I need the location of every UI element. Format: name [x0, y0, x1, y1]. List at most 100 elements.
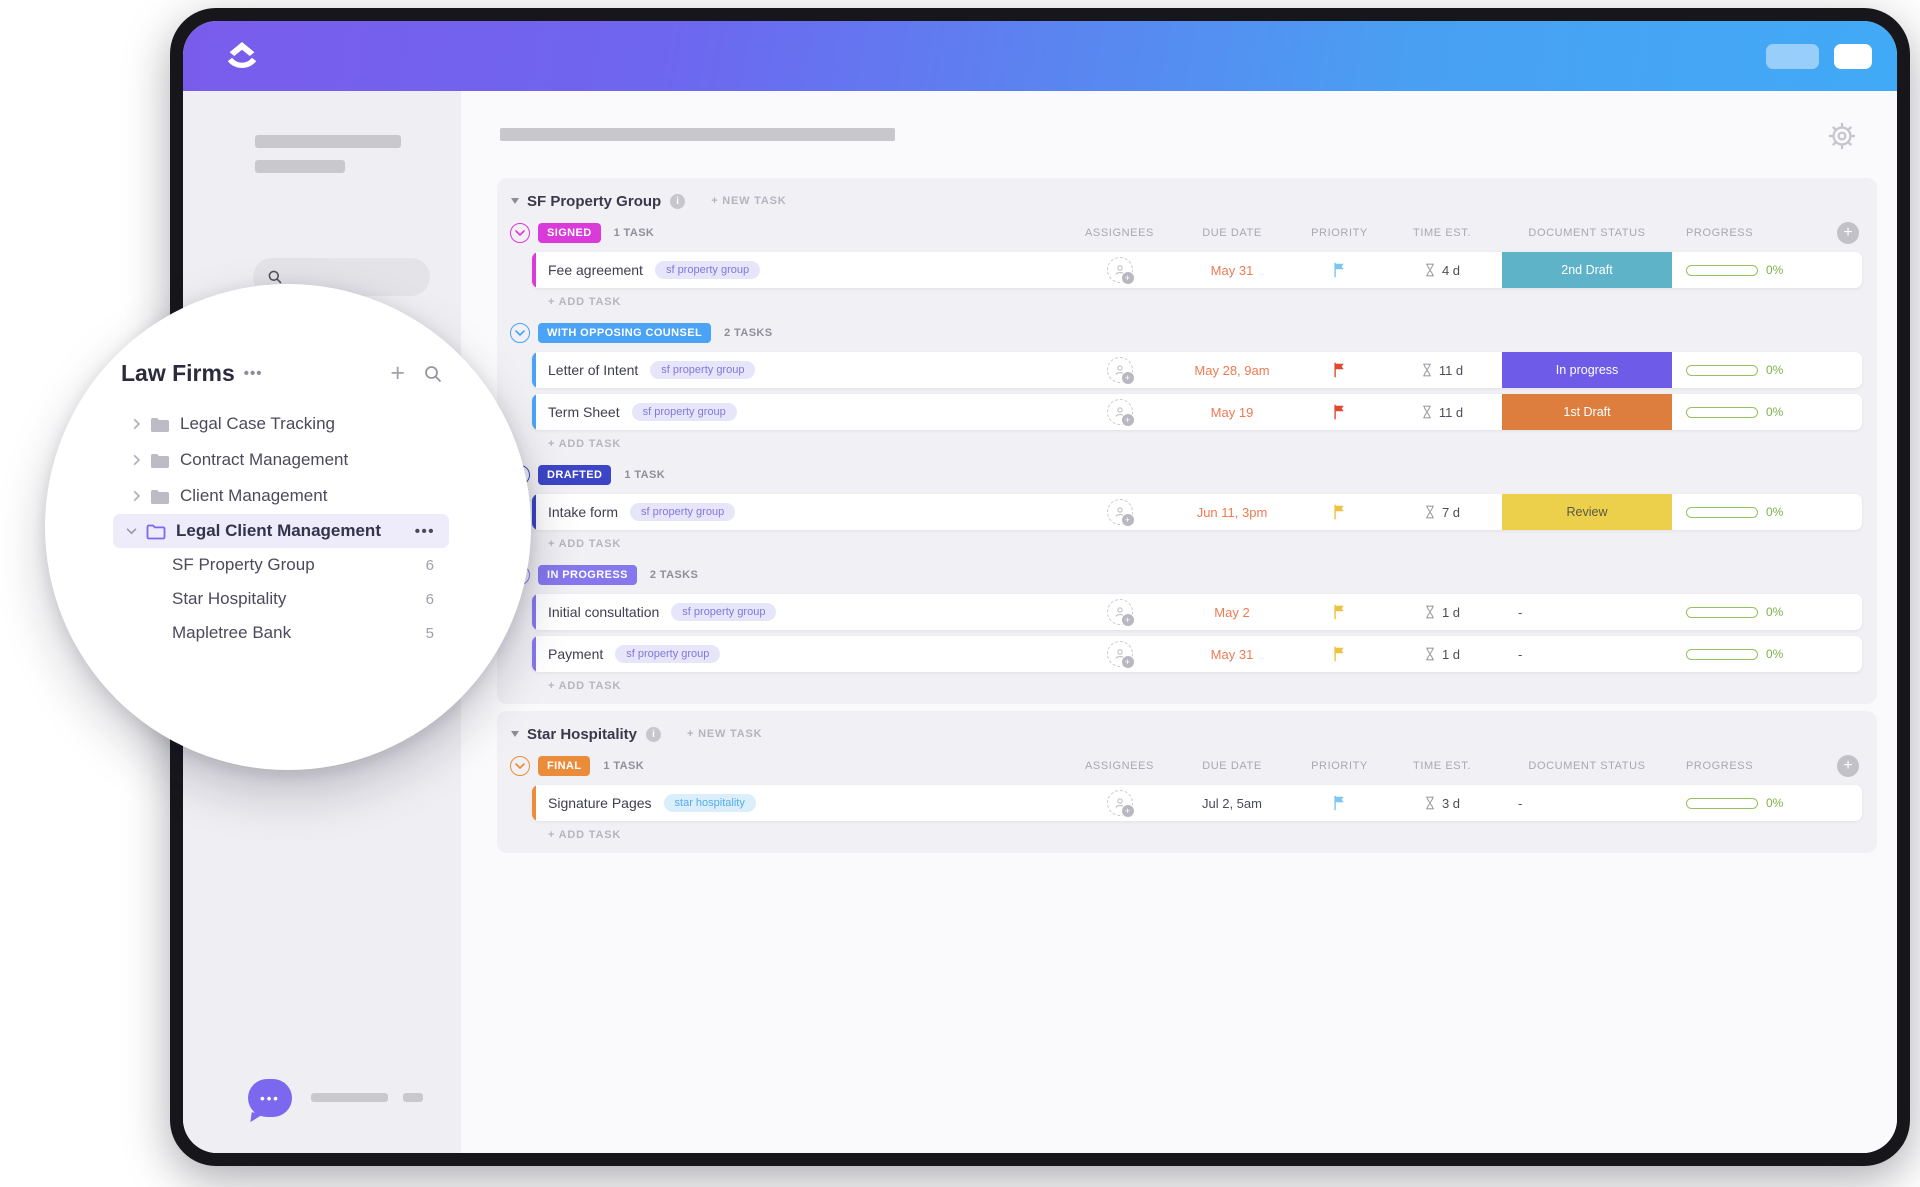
- sidebar-folder-contract-management[interactable]: Contract Management: [113, 442, 449, 478]
- status-badge[interactable]: SIGNED: [538, 223, 601, 243]
- info-icon[interactable]: i: [670, 193, 686, 209]
- task-row[interactable]: Payment sf property group +: [532, 636, 1862, 672]
- priority-flag-icon[interactable]: [1332, 646, 1347, 662]
- info-icon[interactable]: i: [646, 726, 662, 742]
- add-assignee-button[interactable]: +: [1106, 357, 1135, 385]
- settings-gear-icon[interactable]: [1823, 117, 1861, 155]
- space-menu-dots-icon[interactable]: •••: [243, 365, 263, 382]
- sidebar-folder-legal-case-tracking[interactable]: Legal Case Tracking: [113, 406, 449, 442]
- priority-flag-icon[interactable]: [1332, 504, 1347, 520]
- time-estimate[interactable]: 3 d: [1441, 795, 1461, 811]
- sidebar-folder-client-management[interactable]: Client Management: [113, 478, 449, 514]
- status-badge[interactable]: WITH OPPOSING COUNSEL: [538, 323, 712, 343]
- task-row[interactable]: Fee agreement sf property group +: [532, 252, 1862, 288]
- folder-menu-dots-icon[interactable]: •••: [414, 522, 435, 540]
- group-collapse-icon[interactable]: [510, 323, 530, 343]
- add-assignee-button[interactable]: +: [1106, 499, 1135, 527]
- time-estimate[interactable]: 7 d: [1441, 504, 1461, 520]
- priority-flag-icon[interactable]: [1332, 262, 1347, 278]
- task-title[interactable]: Initial consultation: [548, 604, 660, 620]
- task-title[interactable]: Letter of Intent: [548, 362, 639, 378]
- group-header: FINAL 1 TASK ASSIGNEES DUE DATE PRIORITY…: [497, 753, 1877, 779]
- new-task-button[interactable]: + NEW TASK: [711, 195, 787, 207]
- task-title[interactable]: Signature Pages: [548, 795, 652, 811]
- search-icon[interactable]: [423, 364, 443, 384]
- due-date[interactable]: May 2: [1214, 604, 1250, 620]
- add-assignee-button[interactable]: +: [1106, 641, 1135, 669]
- add-column-button[interactable]: +: [1837, 222, 1859, 244]
- time-estimate[interactable]: 1 d: [1441, 646, 1461, 662]
- sidebar-list-star-hospitality[interactable]: Star Hospitality 6: [113, 582, 449, 616]
- time-estimate[interactable]: 4 d: [1441, 262, 1461, 278]
- task-row[interactable]: Intake form sf property group +: [532, 494, 1862, 530]
- due-date[interactable]: May 28, 9am: [1194, 362, 1270, 378]
- task-row[interactable]: Term Sheet sf property group +: [532, 394, 1862, 430]
- add-icon[interactable]: +: [390, 359, 405, 387]
- task-row[interactable]: Letter of Intent sf property group +: [532, 352, 1862, 388]
- task-title[interactable]: Payment: [548, 646, 604, 662]
- task-title[interactable]: Term Sheet: [548, 404, 620, 420]
- time-estimate[interactable]: 11 d: [1438, 404, 1464, 420]
- task-tag[interactable]: sf property group: [654, 261, 761, 279]
- task-title[interactable]: Intake form: [548, 504, 619, 520]
- add-task-button[interactable]: + ADD TASK: [548, 680, 622, 692]
- window-control-pill[interactable]: [1766, 44, 1819, 69]
- group-collapse-icon[interactable]: [510, 223, 530, 243]
- collapse-caret-icon[interactable]: [511, 198, 519, 204]
- plus-badge-icon: +: [1120, 271, 1135, 285]
- task-tag[interactable]: sf property group: [615, 645, 721, 663]
- status-badge[interactable]: FINAL: [538, 756, 591, 776]
- task-tag[interactable]: star hospitality: [663, 794, 756, 812]
- add-assignee-button[interactable]: +: [1106, 257, 1135, 285]
- task-tag[interactable]: sf property group: [671, 603, 777, 621]
- task-tag[interactable]: sf property group: [630, 503, 736, 521]
- task-row[interactable]: Signature Pages star hospitality +: [532, 785, 1862, 821]
- task-row[interactable]: Initial consultation sf property group +: [532, 594, 1862, 630]
- due-date[interactable]: May 31: [1210, 646, 1254, 662]
- due-date[interactable]: Jul 2, 5am: [1202, 795, 1262, 811]
- progress-cell: 0%: [1672, 796, 1822, 810]
- priority-flag-icon[interactable]: [1332, 404, 1347, 420]
- document-status-badge[interactable]: In progress: [1502, 352, 1672, 388]
- plus-badge-icon: +: [1120, 613, 1135, 627]
- task-title[interactable]: Fee agreement: [548, 262, 643, 278]
- due-date[interactable]: Jun 11, 3pm: [1196, 504, 1268, 520]
- new-task-button[interactable]: + NEW TASK: [687, 728, 763, 740]
- time-estimate[interactable]: 11 d: [1438, 362, 1464, 378]
- document-status-empty[interactable]: -: [1518, 646, 1523, 662]
- add-task-button[interactable]: + ADD TASK: [548, 538, 622, 550]
- document-status-empty[interactable]: -: [1518, 604, 1523, 620]
- progress-bar: [1686, 264, 1758, 276]
- window-control-pill[interactable]: [1834, 44, 1872, 69]
- sidebar-list-sf-property-group[interactable]: SF Property Group 6: [113, 548, 449, 582]
- add-assignee-button[interactable]: +: [1106, 399, 1135, 427]
- sidebar-list-mapletree-bank[interactable]: Mapletree Bank 5: [113, 616, 449, 650]
- document-status-badge[interactable]: 2nd Draft: [1502, 252, 1672, 288]
- due-date[interactable]: May 31: [1210, 262, 1254, 278]
- group-collapse-icon[interactable]: [510, 756, 530, 776]
- due-date[interactable]: May 19: [1210, 404, 1254, 420]
- document-status-badge[interactable]: Review: [1502, 494, 1672, 530]
- help-chat-button[interactable]: •••: [248, 1079, 292, 1117]
- collapse-caret-icon[interactable]: [511, 731, 519, 737]
- status-accent-bar: [532, 594, 536, 630]
- task-tag[interactable]: sf property group: [631, 403, 737, 421]
- status-badge[interactable]: DRAFTED: [538, 465, 612, 485]
- add-assignee-button[interactable]: +: [1106, 599, 1135, 627]
- priority-flag-icon[interactable]: [1332, 795, 1347, 811]
- add-task-button[interactable]: + ADD TASK: [548, 829, 622, 841]
- status-badge[interactable]: IN PROGRESS: [538, 565, 637, 585]
- add-task-button[interactable]: + ADD TASK: [548, 438, 622, 450]
- task-tag[interactable]: sf property group: [650, 361, 756, 379]
- document-status-badge[interactable]: 1st Draft: [1502, 394, 1672, 430]
- document-status-empty[interactable]: -: [1518, 795, 1523, 811]
- add-task-button[interactable]: + ADD TASK: [548, 296, 622, 308]
- sidebar-folder-legal-client-management[interactable]: Legal Client Management •••: [113, 514, 449, 548]
- add-column-button[interactable]: +: [1837, 755, 1859, 777]
- priority-flag-icon[interactable]: [1332, 604, 1347, 620]
- time-estimate[interactable]: 1 d: [1441, 604, 1461, 620]
- add-assignee-button[interactable]: +: [1106, 790, 1135, 818]
- task-name-cell: Initial consultation sf property group: [532, 603, 1072, 621]
- due-date-cell: May 31: [1167, 263, 1297, 278]
- priority-flag-icon[interactable]: [1332, 362, 1347, 378]
